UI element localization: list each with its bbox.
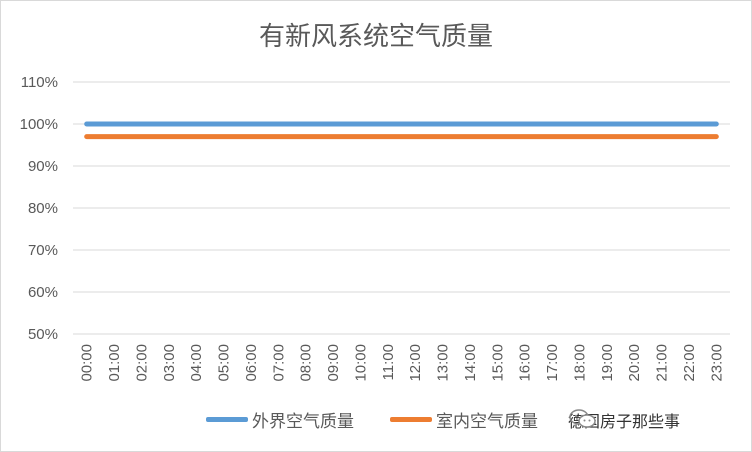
x-tick-label: 17:00 — [544, 344, 561, 382]
legend-item-indoor: 室内空气质量 — [390, 406, 538, 432]
x-tick-label: 00:00 — [79, 344, 96, 382]
y-tick-label: 100% — [20, 116, 58, 133]
x-tick-label: 11:00 — [380, 344, 397, 380]
y-tick-label: 60% — [28, 284, 58, 301]
x-tick-label: 09:00 — [325, 344, 342, 382]
y-axis-ticks: 50% 60% 70% 80% 90% 100% 110% — [20, 74, 58, 343]
x-tick-label: 19:00 — [599, 344, 616, 382]
x-tick-label: 04:00 — [188, 344, 205, 382]
x-tick-label: 07:00 — [270, 344, 287, 382]
watermark: 德国房子那些事 — [568, 408, 680, 432]
y-tick-label: 50% — [28, 326, 58, 343]
chart-title: 有新风系统空气质量 — [258, 22, 493, 52]
x-tick-label: 21:00 — [654, 344, 671, 382]
x-tick-label: 02:00 — [133, 344, 150, 382]
x-tick-label: 10:00 — [352, 344, 369, 382]
x-tick-label: 05:00 — [216, 344, 233, 382]
legend-swatch-outdoor — [206, 416, 248, 422]
x-tick-label: 22:00 — [681, 344, 698, 382]
legend-swatch-indoor — [390, 416, 432, 422]
x-tick-label: 20:00 — [626, 344, 643, 382]
x-axis-ticks: 00:00 01:00 02:00 03:00 04:00 05:00 06:00 07:00… — [79, 344, 726, 382]
x-tick-label: 23:00 — [708, 344, 725, 382]
x-tick-label: 13:00 — [435, 344, 452, 382]
legend-item-outdoor: 外界空气质量 — [206, 406, 354, 432]
x-tick-label: 15:00 — [489, 344, 506, 382]
x-tick-label: 08:00 — [298, 344, 315, 382]
legend-label-indoor: 室内空气质量 — [436, 411, 538, 432]
x-tick-label: 18:00 — [571, 344, 588, 382]
x-tick-label: 01:00 — [106, 344, 123, 382]
x-tick-label: 16:00 — [517, 344, 534, 382]
y-tick-label: 110% — [21, 74, 58, 91]
series-lines — [84, 121, 719, 140]
gridlines — [73, 81, 730, 335]
y-tick-label: 70% — [28, 242, 58, 259]
wechat-icon — [569, 409, 596, 428]
y-tick-label: 80% — [28, 200, 58, 217]
y-tick-label: 90% — [28, 158, 58, 175]
watermark-text: 德国房子那些事 — [568, 412, 681, 431]
x-tick-label: 03:00 — [161, 344, 178, 382]
x-tick-label: 12:00 — [407, 344, 424, 382]
legend-label-outdoor: 外界空气质量 — [252, 411, 354, 432]
x-tick-label: 06:00 — [243, 344, 260, 382]
x-tick-label: 14:00 — [462, 344, 479, 382]
